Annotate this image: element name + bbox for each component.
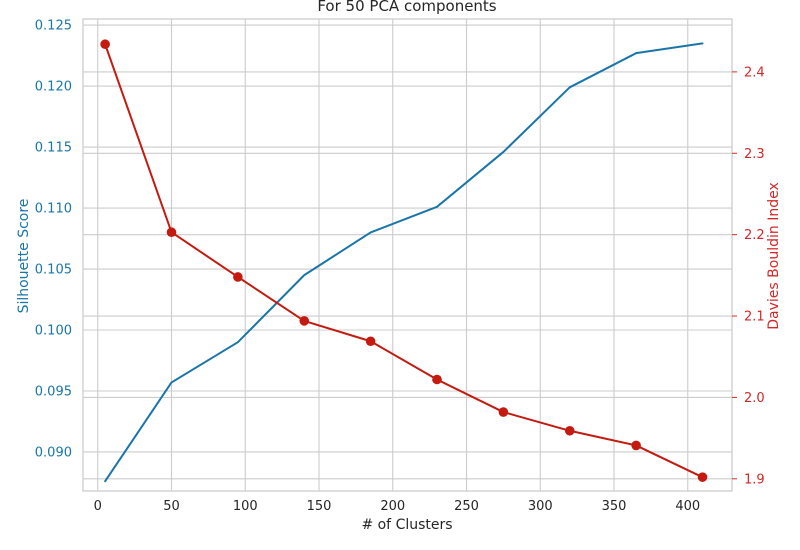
x-tick-label: 250	[454, 499, 479, 514]
x-axis-title: # of Clusters	[361, 517, 452, 533]
x-tick-label: 0	[94, 499, 102, 514]
left-y-tick-label: 0.090	[35, 445, 72, 460]
right-y-axis-title: Davies Bouldin Index	[766, 182, 782, 329]
davies-bouldin-point	[365, 336, 376, 347]
x-tick-label: 350	[602, 499, 627, 514]
left-y-tick-label: 0.120	[35, 80, 72, 95]
right-y-tick-label: 2.4	[744, 65, 765, 80]
x-tick-label: 50	[163, 499, 180, 514]
x-tick-label: 300	[528, 499, 553, 514]
davies-bouldin-point	[498, 407, 509, 417]
right-y-tick-label: 2.0	[744, 391, 765, 406]
silhouette-line	[104, 42, 704, 483]
davies-bouldin-point	[432, 374, 442, 385]
x-tick-label: 100	[233, 499, 258, 514]
grid-layer	[83, 19, 732, 491]
tick-labels: 0 50 100 150 200 250 300 350 400 0.090 0.095 0.100 0…	[35, 19, 765, 514]
x-tick-label: 200	[380, 499, 405, 514]
series-layer	[100, 39, 708, 483]
davies-bouldin-point	[100, 39, 110, 50]
x-tick-label: 150	[307, 499, 332, 514]
right-y-tick-label: 2.3	[744, 147, 765, 162]
left-y-tick-label: 0.125	[35, 19, 72, 34]
x-tick-label: 400	[675, 499, 700, 514]
plot-frame	[82, 18, 733, 492]
left-y-tick-label: 0.115	[35, 141, 72, 156]
chart-title: For 50 PCA components	[317, 0, 496, 15]
plot-frame-border	[82, 18, 733, 492]
right-y-tick-label: 2.1	[744, 310, 765, 325]
davies-bouldin-point	[299, 316, 310, 326]
davies-bouldin-line	[104, 43, 704, 479]
left-y-tick-label: 0.100	[35, 324, 72, 339]
davies-bouldin-point	[233, 272, 243, 282]
left-y-tick-label: 0.105	[35, 263, 72, 278]
left-y-tick-label: 0.110	[35, 202, 72, 217]
davies-bouldin-point	[697, 472, 708, 482]
davies-bouldin-point	[166, 227, 177, 238]
right-y-tick-label: 2.2	[744, 228, 765, 243]
left-y-tick-label: 0.095	[35, 384, 72, 399]
davies-bouldin-point	[564, 425, 575, 436]
davies-bouldin-point	[631, 440, 641, 451]
left-y-axis-title: Silhouette Score	[16, 199, 32, 314]
right-y-tick-label: 1.9	[744, 472, 765, 487]
